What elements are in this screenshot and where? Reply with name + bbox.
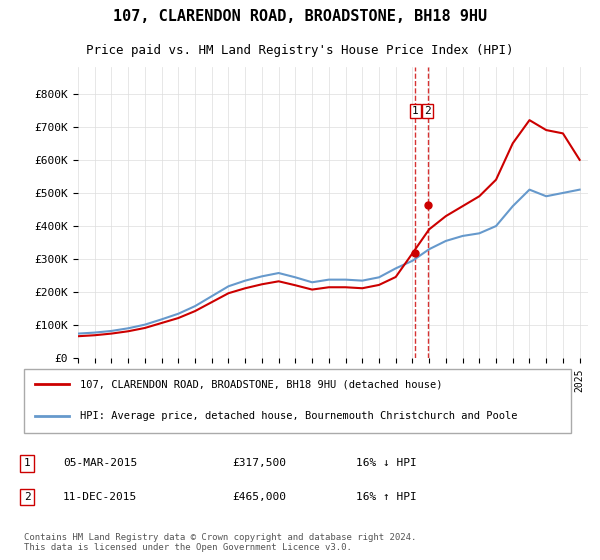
- Text: 107, CLARENDON ROAD, BROADSTONE, BH18 9HU: 107, CLARENDON ROAD, BROADSTONE, BH18 9H…: [113, 10, 487, 24]
- Text: Contains HM Land Registry data © Crown copyright and database right 2024.
This d: Contains HM Land Registry data © Crown c…: [23, 533, 416, 552]
- Text: 2: 2: [424, 106, 431, 116]
- Text: 05-MAR-2015: 05-MAR-2015: [63, 459, 137, 468]
- Text: 107, CLARENDON ROAD, BROADSTONE, BH18 9HU (detached house): 107, CLARENDON ROAD, BROADSTONE, BH18 9H…: [80, 379, 443, 389]
- FancyBboxPatch shape: [23, 369, 571, 433]
- Text: 1: 1: [23, 459, 31, 468]
- Text: HPI: Average price, detached house, Bournemouth Christchurch and Poole: HPI: Average price, detached house, Bour…: [80, 412, 518, 422]
- Text: 16% ↓ HPI: 16% ↓ HPI: [356, 459, 417, 468]
- Text: Price paid vs. HM Land Registry's House Price Index (HPI): Price paid vs. HM Land Registry's House …: [86, 44, 514, 57]
- Text: 2: 2: [23, 492, 31, 502]
- Text: £465,000: £465,000: [232, 492, 286, 502]
- Text: 1: 1: [412, 106, 419, 116]
- Text: 16% ↑ HPI: 16% ↑ HPI: [356, 492, 417, 502]
- Text: £317,500: £317,500: [232, 459, 286, 468]
- Text: 11-DEC-2015: 11-DEC-2015: [63, 492, 137, 502]
